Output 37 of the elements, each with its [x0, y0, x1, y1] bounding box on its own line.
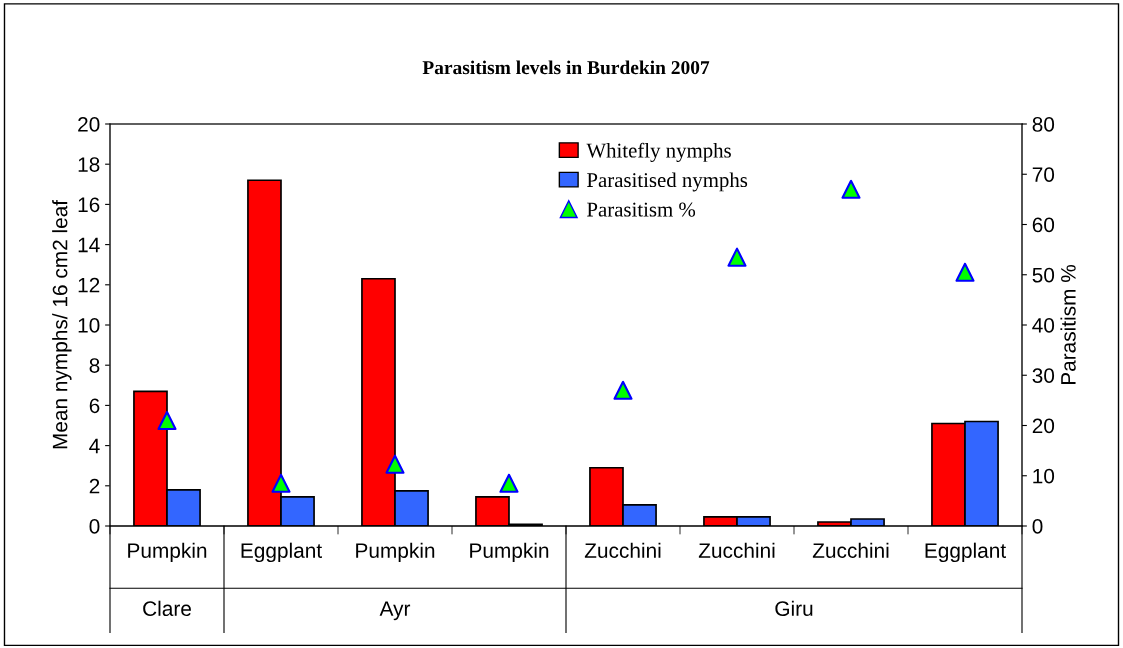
y2-tick-label: 60: [1032, 217, 1055, 233]
text: Giru: [775, 600, 813, 617]
y-tick-label: 2: [89, 478, 100, 494]
y-tick-label: 18: [78, 157, 100, 172]
y2-tick-label: 20: [1032, 418, 1055, 434]
y2-tick-label: 40: [1032, 318, 1055, 333]
x-tick-label: Zucchini: [584, 542, 661, 558]
y-axis-title: Mean nymphs/ 16 cm2 leaf: [52, 199, 72, 449]
x-tick-label: Pumpkin: [356, 542, 435, 563]
y2-tick-label: 80: [1032, 117, 1055, 132]
y2-tick-label: 30: [1032, 368, 1055, 383]
x-tick-label: Eggplant: [925, 542, 1006, 563]
text: Ayr: [379, 601, 411, 621]
y2-tick-label: 70: [1032, 167, 1055, 182]
x-tick-label: Zucchini: [698, 542, 775, 558]
x-tick-label: Zucchini: [812, 542, 889, 558]
y-tick-label: 8: [89, 358, 100, 373]
y-tick-label: 4: [89, 438, 100, 454]
legend-label: Parasitised nymphs: [587, 172, 748, 192]
legend-label: Whitefly nymphs: [586, 142, 731, 162]
chart-title: Parasitism levels in Burdekin 2007: [422, 60, 710, 75]
y-tick-label: 10: [78, 318, 100, 333]
y-tick-label: 0: [89, 519, 100, 534]
y-tick-label: 16: [78, 197, 100, 213]
y2-axis-title: Parasitism %: [1060, 264, 1076, 385]
text: Clare: [143, 600, 191, 617]
y2-tick-label: 0: [1032, 519, 1043, 534]
y-tick-label: 20: [78, 117, 100, 132]
y-tick-label: 6: [89, 398, 100, 414]
y-tick-label: 14: [78, 237, 100, 253]
legend-label: Parasitism %: [587, 202, 696, 217]
y2-tick-label: 10: [1033, 468, 1055, 484]
y2-tick-label: 50: [1032, 267, 1055, 283]
x-tick-label: Pumpkin: [128, 542, 207, 563]
y-tick-label: 12: [78, 277, 100, 293]
x-tick-label: Pumpkin: [470, 542, 549, 563]
x-tick-label: Eggplant: [241, 542, 322, 563]
